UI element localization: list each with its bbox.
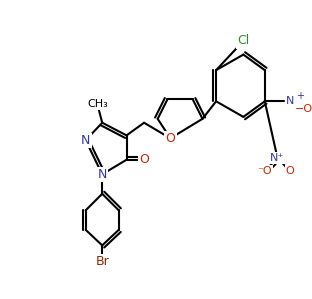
Text: N: N <box>98 168 107 181</box>
Text: Cl: Cl <box>237 34 250 48</box>
Text: +: + <box>296 91 304 101</box>
Text: ⁻O: ⁻O <box>257 167 272 176</box>
Text: CH₃: CH₃ <box>87 99 108 109</box>
Text: N⁺: N⁺ <box>270 153 285 163</box>
Text: N: N <box>81 134 90 147</box>
Text: Br: Br <box>95 255 109 269</box>
Text: O: O <box>286 167 295 176</box>
Text: O: O <box>139 153 149 166</box>
Text: O: O <box>165 132 175 145</box>
Text: −O: −O <box>295 104 312 114</box>
Text: N: N <box>286 96 294 106</box>
